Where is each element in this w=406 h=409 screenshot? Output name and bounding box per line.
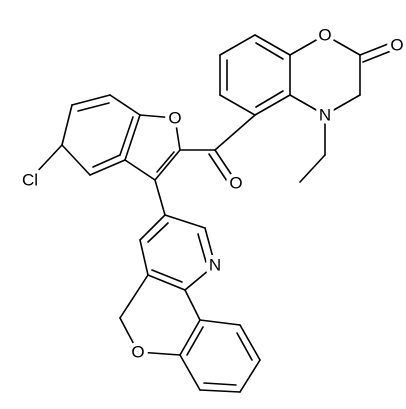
atom-label: O xyxy=(131,343,144,362)
atom-label: N xyxy=(209,256,221,275)
atom-label: Cl xyxy=(22,171,38,190)
atom-label: N xyxy=(319,106,331,125)
atom-label: O xyxy=(168,109,181,128)
atom-labels: O O N O Cl O N O xyxy=(18,22,406,366)
atom-label: O xyxy=(390,36,403,55)
atom-label: O xyxy=(318,26,331,45)
bonds xyxy=(33,34,397,393)
atom-label: O xyxy=(229,174,242,193)
